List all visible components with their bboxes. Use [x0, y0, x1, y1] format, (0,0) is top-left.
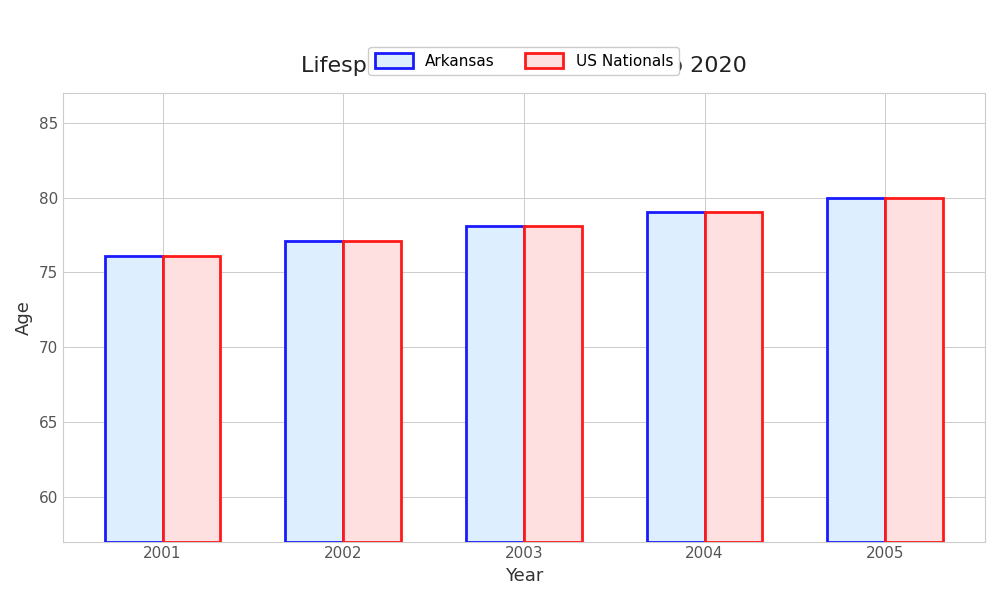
Bar — [885, 197, 943, 542]
Bar — [163, 256, 220, 542]
Bar — [647, 212, 705, 542]
X-axis label: Year: Year — [505, 567, 543, 585]
Bar — [524, 226, 582, 542]
Legend: Arkansas, US Nationals: Arkansas, US Nationals — [368, 47, 679, 75]
Y-axis label: Age: Age — [15, 300, 33, 335]
Bar — [466, 226, 524, 542]
Title: Lifespan in Arkansas from 1994 to 2020: Lifespan in Arkansas from 1994 to 2020 — [301, 56, 747, 76]
Bar — [105, 256, 163, 542]
Bar — [827, 197, 885, 542]
Bar — [285, 241, 343, 542]
Bar — [705, 212, 762, 542]
Bar — [343, 241, 401, 542]
